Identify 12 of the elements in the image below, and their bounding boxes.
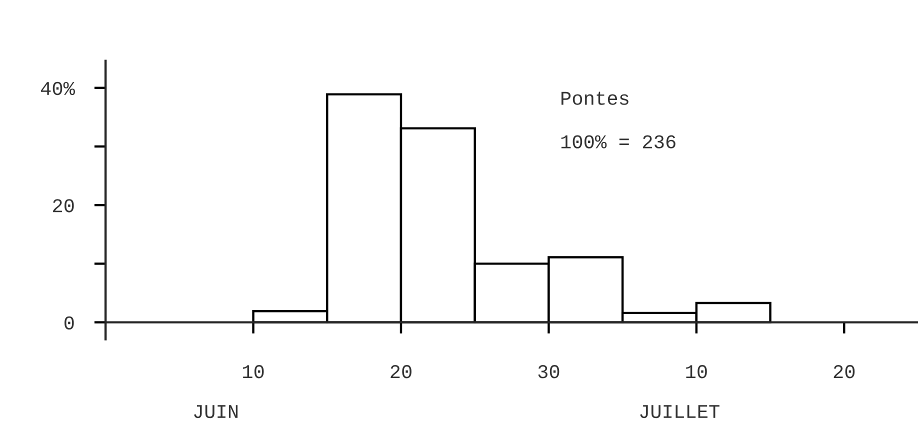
text: JUILLET [640, 405, 720, 418]
x-tick-label: 10 [686, 365, 707, 378]
annotation: 100% = 236 [561, 135, 676, 148]
x-tick-label: 20 [390, 365, 412, 378]
text: JUIN [194, 405, 238, 418]
x-tick-label: 30 [538, 365, 560, 378]
x-tick-label: 20 [834, 365, 855, 378]
x-tick-label: 10 [243, 365, 264, 378]
annotation: Pontes [562, 92, 628, 105]
y-tick-label: 40% [40, 82, 76, 96]
y-tick-label: 20 [53, 199, 74, 212]
y-tick-label: 0 [64, 316, 74, 330]
